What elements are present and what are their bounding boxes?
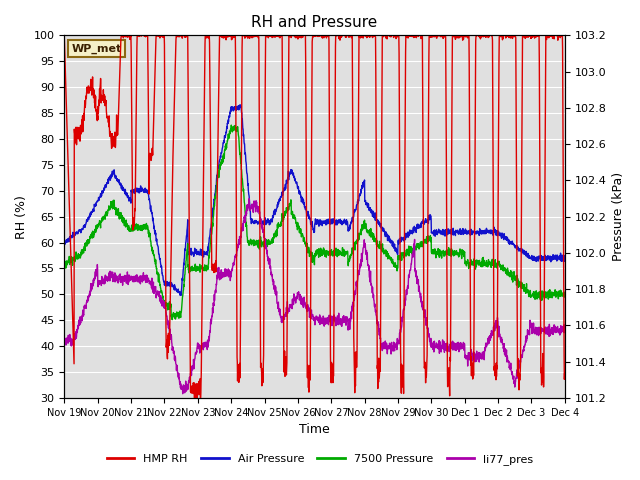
Legend: HMP RH, Air Pressure, 7500 Pressure, li77_pres: HMP RH, Air Pressure, 7500 Pressure, li7… [102, 450, 538, 469]
X-axis label: Time: Time [299, 423, 330, 436]
Y-axis label: Pressure (kPa): Pressure (kPa) [612, 172, 625, 261]
Y-axis label: RH (%): RH (%) [15, 195, 28, 239]
Title: RH and Pressure: RH and Pressure [252, 15, 378, 30]
Text: WP_met: WP_met [72, 44, 122, 54]
